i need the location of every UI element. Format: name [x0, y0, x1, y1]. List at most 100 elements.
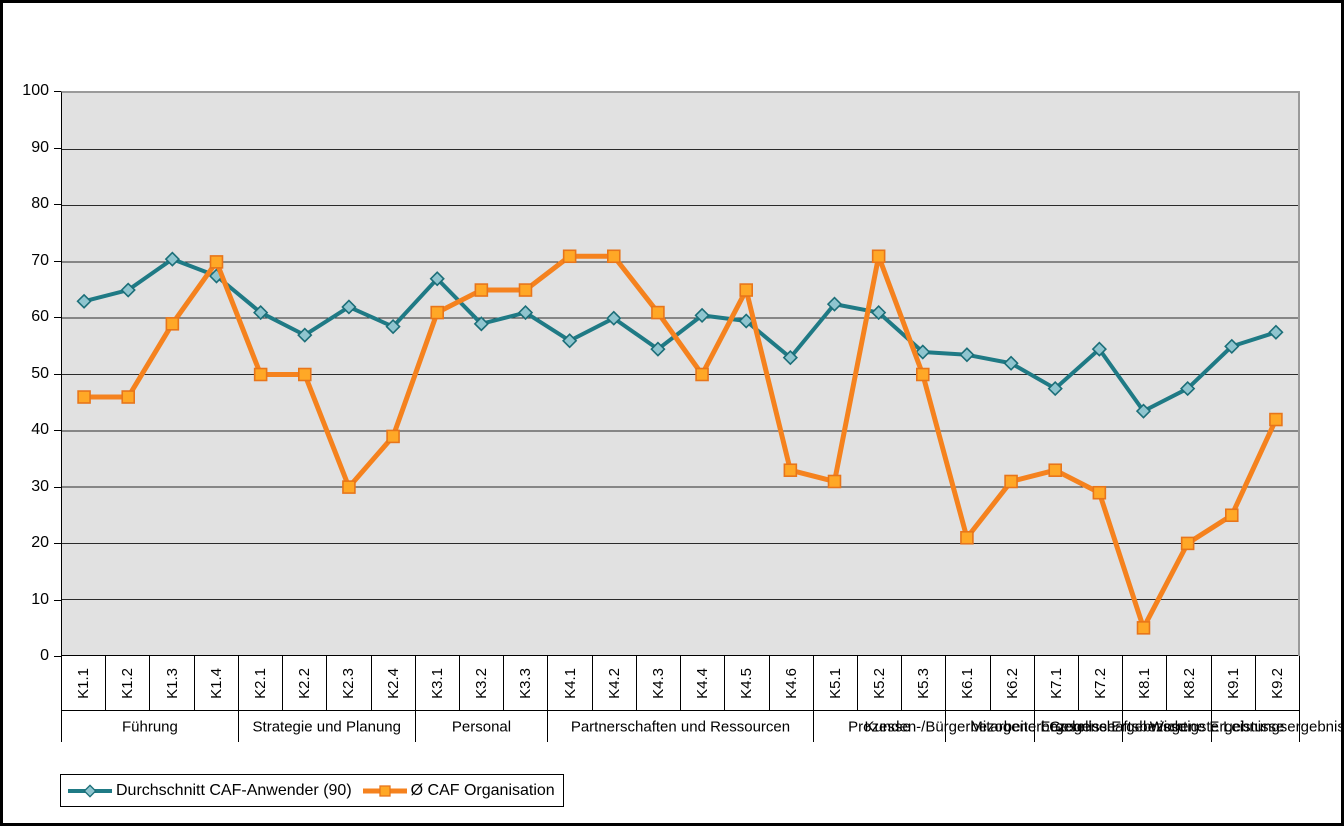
data-point-diamond-K4.1 — [562, 333, 578, 349]
y-axis-label-100: 100 — [22, 82, 49, 99]
data-point-square-K4.2 — [607, 249, 621, 264]
data-point-square-K4.3 — [651, 305, 665, 320]
x-tick-label: K4.1 — [561, 667, 579, 699]
data-point-square-K2.2 — [298, 367, 312, 382]
x-tick-cell-K4.4: K4.4 — [681, 656, 726, 710]
data-point-diamond-K4.6 — [782, 350, 798, 366]
y-axis-label-20: 20 — [31, 534, 49, 551]
y-axis-tick — [54, 373, 61, 375]
x-tick-cell-K1.4: K1.4 — [195, 656, 239, 710]
y-axis-label-60: 60 — [31, 308, 49, 325]
x-tick-label: K1.3 — [163, 667, 181, 699]
legend-item-caf-organisation: Ø CAF Organisation — [362, 782, 555, 800]
x-group-cell: Gesellschaftsbezogene Ergebnisse — [1049, 711, 1284, 742]
x-group-label: Mitarbeiterbezogene Ergebnisse — [970, 718, 1187, 735]
data-point-square-K8.2 — [1180, 536, 1195, 551]
data-point-square-K8.1 — [1136, 621, 1151, 635]
data-point-diamond-K1.3 — [164, 251, 180, 267]
x-group-cell: Führung — [62, 711, 239, 742]
x-tick-label: K4.5 — [738, 667, 756, 699]
x-tick-cell-K1.3: K1.3 — [150, 656, 195, 710]
y-axis-tick — [54, 91, 61, 92]
y-axis-tick — [54, 486, 61, 488]
x-tick-cell-K4.6: K4.6 — [770, 656, 814, 710]
x-tick-cell-K4.1: K4.1 — [548, 656, 593, 710]
data-point-diamond-K5.2 — [871, 304, 887, 321]
x-tick-label: K9.2 — [1269, 667, 1287, 699]
x-group-cell: Partnerschaften und Ressourcen — [548, 711, 814, 742]
data-point-square-K2.4 — [386, 429, 400, 444]
x-group-label: Strategie und Planung — [252, 718, 401, 735]
data-point-square-K4.1 — [562, 249, 577, 264]
y-axis-tick — [54, 317, 61, 318]
x-tick-label: K3.1 — [428, 667, 446, 699]
x-tick-cell-K7.2: K7.2 — [1079, 656, 1124, 710]
legend-label: Ø CAF Organisation — [410, 781, 555, 799]
y-axis-tick — [54, 543, 61, 544]
data-point-square-K3.1 — [430, 305, 444, 320]
y-axis-tick — [54, 599, 61, 601]
x-tick-label: K3.3 — [517, 667, 535, 699]
x-tick-label: K4.3 — [649, 667, 667, 699]
y-axis-tick — [54, 656, 61, 657]
data-point-square-K7.2 — [1092, 485, 1107, 500]
data-point-square-K3.2 — [474, 283, 489, 297]
data-point-square-K1.4 — [209, 255, 224, 269]
data-point-square-K7.1 — [1048, 463, 1062, 477]
x-tick-label: K2.2 — [296, 667, 314, 699]
x-tick-cell-K1.1: K1.1 — [62, 656, 107, 710]
chart-svg — [62, 148, 1298, 656]
x-tick-label: K2.4 — [384, 667, 402, 699]
x-tick-label: K4.2 — [605, 667, 623, 699]
data-point-diamond-K4.4 — [694, 307, 710, 323]
x-axis-tick-row: K1.1 K1.2 K1.3 K1.4 K2.1 K2.2 K2.3 K2.4 K3.1 K3.2… — [61, 656, 1301, 711]
data-point-square-K2.3 — [342, 480, 356, 494]
x-tick-cell-K2.4: K2.4 — [372, 656, 416, 710]
x-group-cell: Wichtigste Leistungsergebnisse — [1150, 711, 1341, 742]
data-point-diamond-K4.5 — [738, 313, 754, 329]
x-tick-label: K1.2 — [119, 667, 137, 699]
x-tick-label: K5.3 — [915, 667, 933, 699]
x-group-cell: Personal — [416, 711, 549, 742]
x-tick-cell-K8.2: K8.2 — [1167, 656, 1212, 710]
y-axis-label-80: 80 — [31, 195, 49, 212]
x-tick-cell-K5.3: K5.3 — [902, 656, 947, 710]
data-point-diamond-K1.1 — [76, 293, 92, 309]
x-group-label: Führung — [121, 718, 178, 735]
data-point-square-K4.5 — [739, 283, 753, 297]
data-point-diamond-K4.2 — [606, 310, 622, 326]
x-tick-label: K5.2 — [871, 667, 889, 699]
x-tick-cell-K2.3: K2.3 — [327, 656, 372, 710]
y-axis-label-40: 40 — [31, 421, 49, 438]
x-tick-cell-K8.1: K8.1 — [1123, 656, 1168, 710]
data-point-square-K1.1 — [77, 390, 91, 404]
x-tick-label: K5.1 — [826, 667, 844, 699]
x-group-label: Personal — [451, 718, 512, 735]
data-point-diamond-K2.4 — [385, 319, 401, 335]
data-point-diamond-K5.3 — [915, 344, 931, 360]
data-point-diamond-K8.2 — [1180, 380, 1196, 397]
x-tick-cell-K6.2: K6.2 — [991, 656, 1035, 710]
x-tick-label: K6.1 — [959, 667, 977, 699]
x-tick-cell-K3.3: K3.3 — [504, 656, 549, 710]
plot-area — [61, 91, 1300, 656]
x-tick-label: K2.1 — [251, 667, 269, 699]
y-axis-label-0: 0 — [40, 647, 49, 664]
x-tick-label: K8.1 — [1136, 667, 1154, 699]
x-group-label: Partnerschaften und Ressourcen — [570, 718, 791, 735]
y-axis-label-10: 10 — [31, 590, 49, 608]
data-point-square-K4.6 — [783, 463, 798, 477]
legend-item-caf-anwender: Durchschnitt CAF-Anwender (90) — [67, 782, 352, 800]
data-point-square-K6.2 — [1004, 474, 1018, 489]
data-point-diamond-K6.2 — [1003, 355, 1019, 371]
data-point-diamond-K9.2 — [1268, 324, 1284, 340]
x-tick-label: K7.2 — [1092, 667, 1110, 699]
data-point-square-K5.1 — [827, 474, 842, 489]
x-tick-label: K2.3 — [340, 667, 358, 699]
x-tick-label: K9.1 — [1224, 667, 1242, 699]
y-axis-label-70: 70 — [31, 251, 49, 269]
x-tick-label: K1.1 — [75, 667, 93, 699]
x-tick-cell-K4.2: K4.2 — [593, 656, 637, 710]
series-line-1 — [81, 253, 1279, 631]
